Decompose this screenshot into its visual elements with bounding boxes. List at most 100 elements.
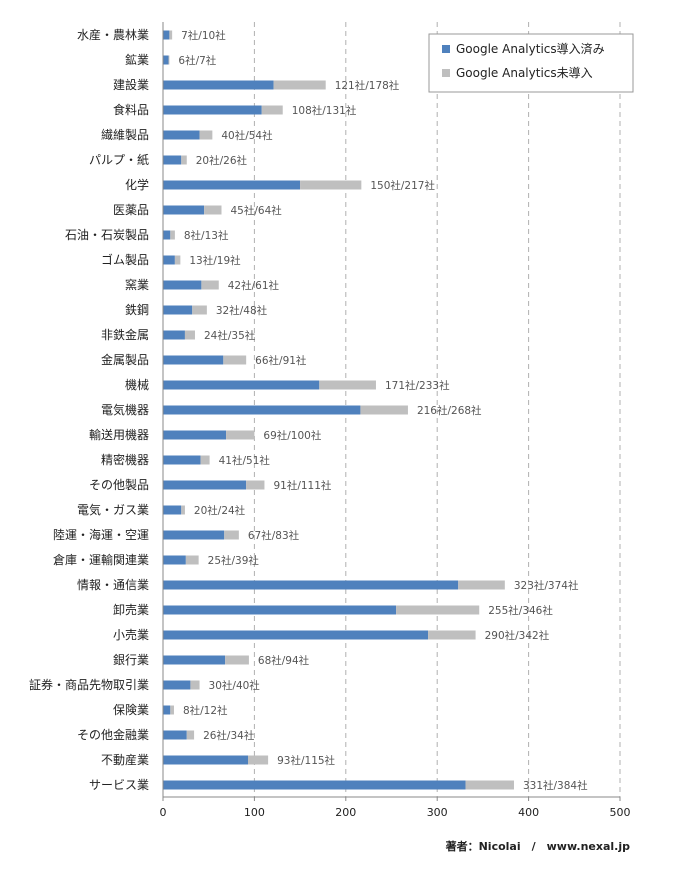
legend: Google Analytics導入済み Google Analytics未導入 xyxy=(428,33,634,93)
author-credit: 著者：Nicolai / www.nexal.jp xyxy=(445,840,630,853)
data-label-7: 45社/64社 xyxy=(230,204,282,217)
bar-not-installed-6 xyxy=(300,180,362,190)
bar-installed-8 xyxy=(163,230,171,240)
category-label-20: 陸運・海運・空運 xyxy=(53,527,149,542)
category-label-10: 窯業 xyxy=(125,277,149,292)
category-label-2: 建設業 xyxy=(113,77,149,92)
data-label-9: 13社/19社 xyxy=(189,254,241,267)
bars-group xyxy=(163,30,514,790)
bar-not-installed-20 xyxy=(224,530,239,540)
bar-not-installed-7 xyxy=(204,205,222,215)
category-label-4: 繊維製品 xyxy=(101,128,149,142)
category-label-11: 鉄鋼 xyxy=(125,302,149,317)
bar-not-installed-23 xyxy=(396,605,480,615)
bar-not-installed-12 xyxy=(184,330,195,340)
bar-installed-15 xyxy=(163,405,361,415)
legend-swatch-1 xyxy=(442,69,450,77)
data-label-28: 26社/34社 xyxy=(203,729,255,742)
category-label-13: 金属製品 xyxy=(101,352,149,367)
x-tick-label-100: 100 xyxy=(244,806,265,819)
category-label-27: 保険業 xyxy=(113,703,149,717)
bar-installed-7 xyxy=(163,205,205,215)
bar-installed-9 xyxy=(163,255,175,265)
bar-not-installed-15 xyxy=(360,405,408,415)
data-label-15: 216社/268社 xyxy=(417,404,482,417)
legend-swatch-0 xyxy=(442,45,450,53)
bar-installed-28 xyxy=(163,730,187,740)
data-label-18: 91社/111社 xyxy=(273,479,331,492)
data-label-6: 150社/217社 xyxy=(370,179,435,192)
data-label-27: 8社/12社 xyxy=(183,704,228,717)
data-label-13: 66社/91社 xyxy=(255,354,307,367)
bar-not-installed-25 xyxy=(225,655,249,665)
category-label-17: 精密機器 xyxy=(101,452,149,467)
bar-installed-0 xyxy=(163,30,170,40)
bar-installed-20 xyxy=(163,530,225,540)
data-label-11: 32社/48社 xyxy=(216,304,268,317)
x-tick-label-200: 200 xyxy=(335,806,356,819)
bar-not-installed-9 xyxy=(174,255,181,265)
x-tick-label-400: 400 xyxy=(518,806,539,819)
category-label-14: 機械 xyxy=(125,377,149,392)
bar-not-installed-4 xyxy=(199,130,213,140)
bar-not-installed-14 xyxy=(319,380,376,390)
bar-installed-12 xyxy=(163,330,185,340)
bar-installed-3 xyxy=(163,105,262,115)
category-label-18: その他製品 xyxy=(89,478,149,492)
category-label-16: 輸送用機器 xyxy=(89,427,149,442)
category-label-7: 医薬品 xyxy=(113,203,149,217)
data-label-8: 8社/13社 xyxy=(184,229,229,242)
bar-installed-11 xyxy=(163,305,193,315)
x-axis: 0 100 200 300 400 500 xyxy=(160,22,631,819)
bar-not-installed-2 xyxy=(273,80,326,90)
category-label-19: 電気・ガス業 xyxy=(77,502,149,517)
bar-not-installed-16 xyxy=(226,430,255,440)
data-label-4: 40社/54社 xyxy=(221,129,273,142)
data-label-19: 20社/24社 xyxy=(194,504,246,517)
category-label-24: 小売業 xyxy=(113,627,149,642)
bar-installed-10 xyxy=(163,280,202,290)
bar-not-installed-22 xyxy=(458,580,505,590)
data-label-25: 68社/94社 xyxy=(258,654,310,667)
data-label-12: 24社/35社 xyxy=(204,329,256,342)
bar-installed-5 xyxy=(163,155,182,165)
bar-not-installed-17 xyxy=(200,455,210,465)
category-label-23: 卸売業 xyxy=(113,602,149,617)
bar-installed-21 xyxy=(163,555,186,565)
bar-not-installed-30 xyxy=(465,780,514,790)
category-label-15: 電気機器 xyxy=(101,402,149,417)
bar-not-installed-10 xyxy=(201,280,219,290)
data-label-23: 255社/346社 xyxy=(488,604,553,617)
data-label-5: 20社/26社 xyxy=(196,154,248,167)
bar-installed-27 xyxy=(163,705,171,715)
x-tick-label-0: 0 xyxy=(160,806,167,819)
data-label-21: 25社/39社 xyxy=(208,554,260,567)
data-label-20: 67社/83社 xyxy=(248,529,300,542)
bar-not-installed-11 xyxy=(192,305,207,315)
data-labels: 7社/10社 6社/7社 121社/178社 108社/131社 40社/54社 20社/… xyxy=(178,29,588,792)
category-label-1: 鉱業 xyxy=(125,52,149,67)
data-label-17: 41社/51社 xyxy=(219,454,271,467)
bar-not-installed-29 xyxy=(248,755,269,765)
bar-not-installed-5 xyxy=(181,155,187,165)
bar-installed-17 xyxy=(163,455,201,465)
legend-label-1: Google Analytics未導入 xyxy=(456,66,593,80)
bar-not-installed-1 xyxy=(168,55,170,65)
bar-installed-14 xyxy=(163,380,320,390)
bar-installed-4 xyxy=(163,130,200,140)
bar-installed-1 xyxy=(163,55,169,65)
data-label-16: 69社/100社 xyxy=(263,429,321,442)
legend-box xyxy=(428,33,634,93)
bar-not-installed-19 xyxy=(181,505,185,515)
bar-not-installed-0 xyxy=(169,30,173,40)
data-label-1: 6社/7社 xyxy=(178,54,216,67)
bar-installed-2 xyxy=(163,80,274,90)
bar-not-installed-24 xyxy=(428,630,476,640)
data-label-14: 171社/233社 xyxy=(385,379,450,392)
data-label-26: 30社/40社 xyxy=(209,679,261,692)
bar-installed-19 xyxy=(163,505,182,515)
category-label-12: 非鉄金属 xyxy=(101,327,149,342)
bar-installed-23 xyxy=(163,605,397,615)
category-label-6: 化学 xyxy=(125,177,149,192)
bar-not-installed-21 xyxy=(185,555,199,565)
